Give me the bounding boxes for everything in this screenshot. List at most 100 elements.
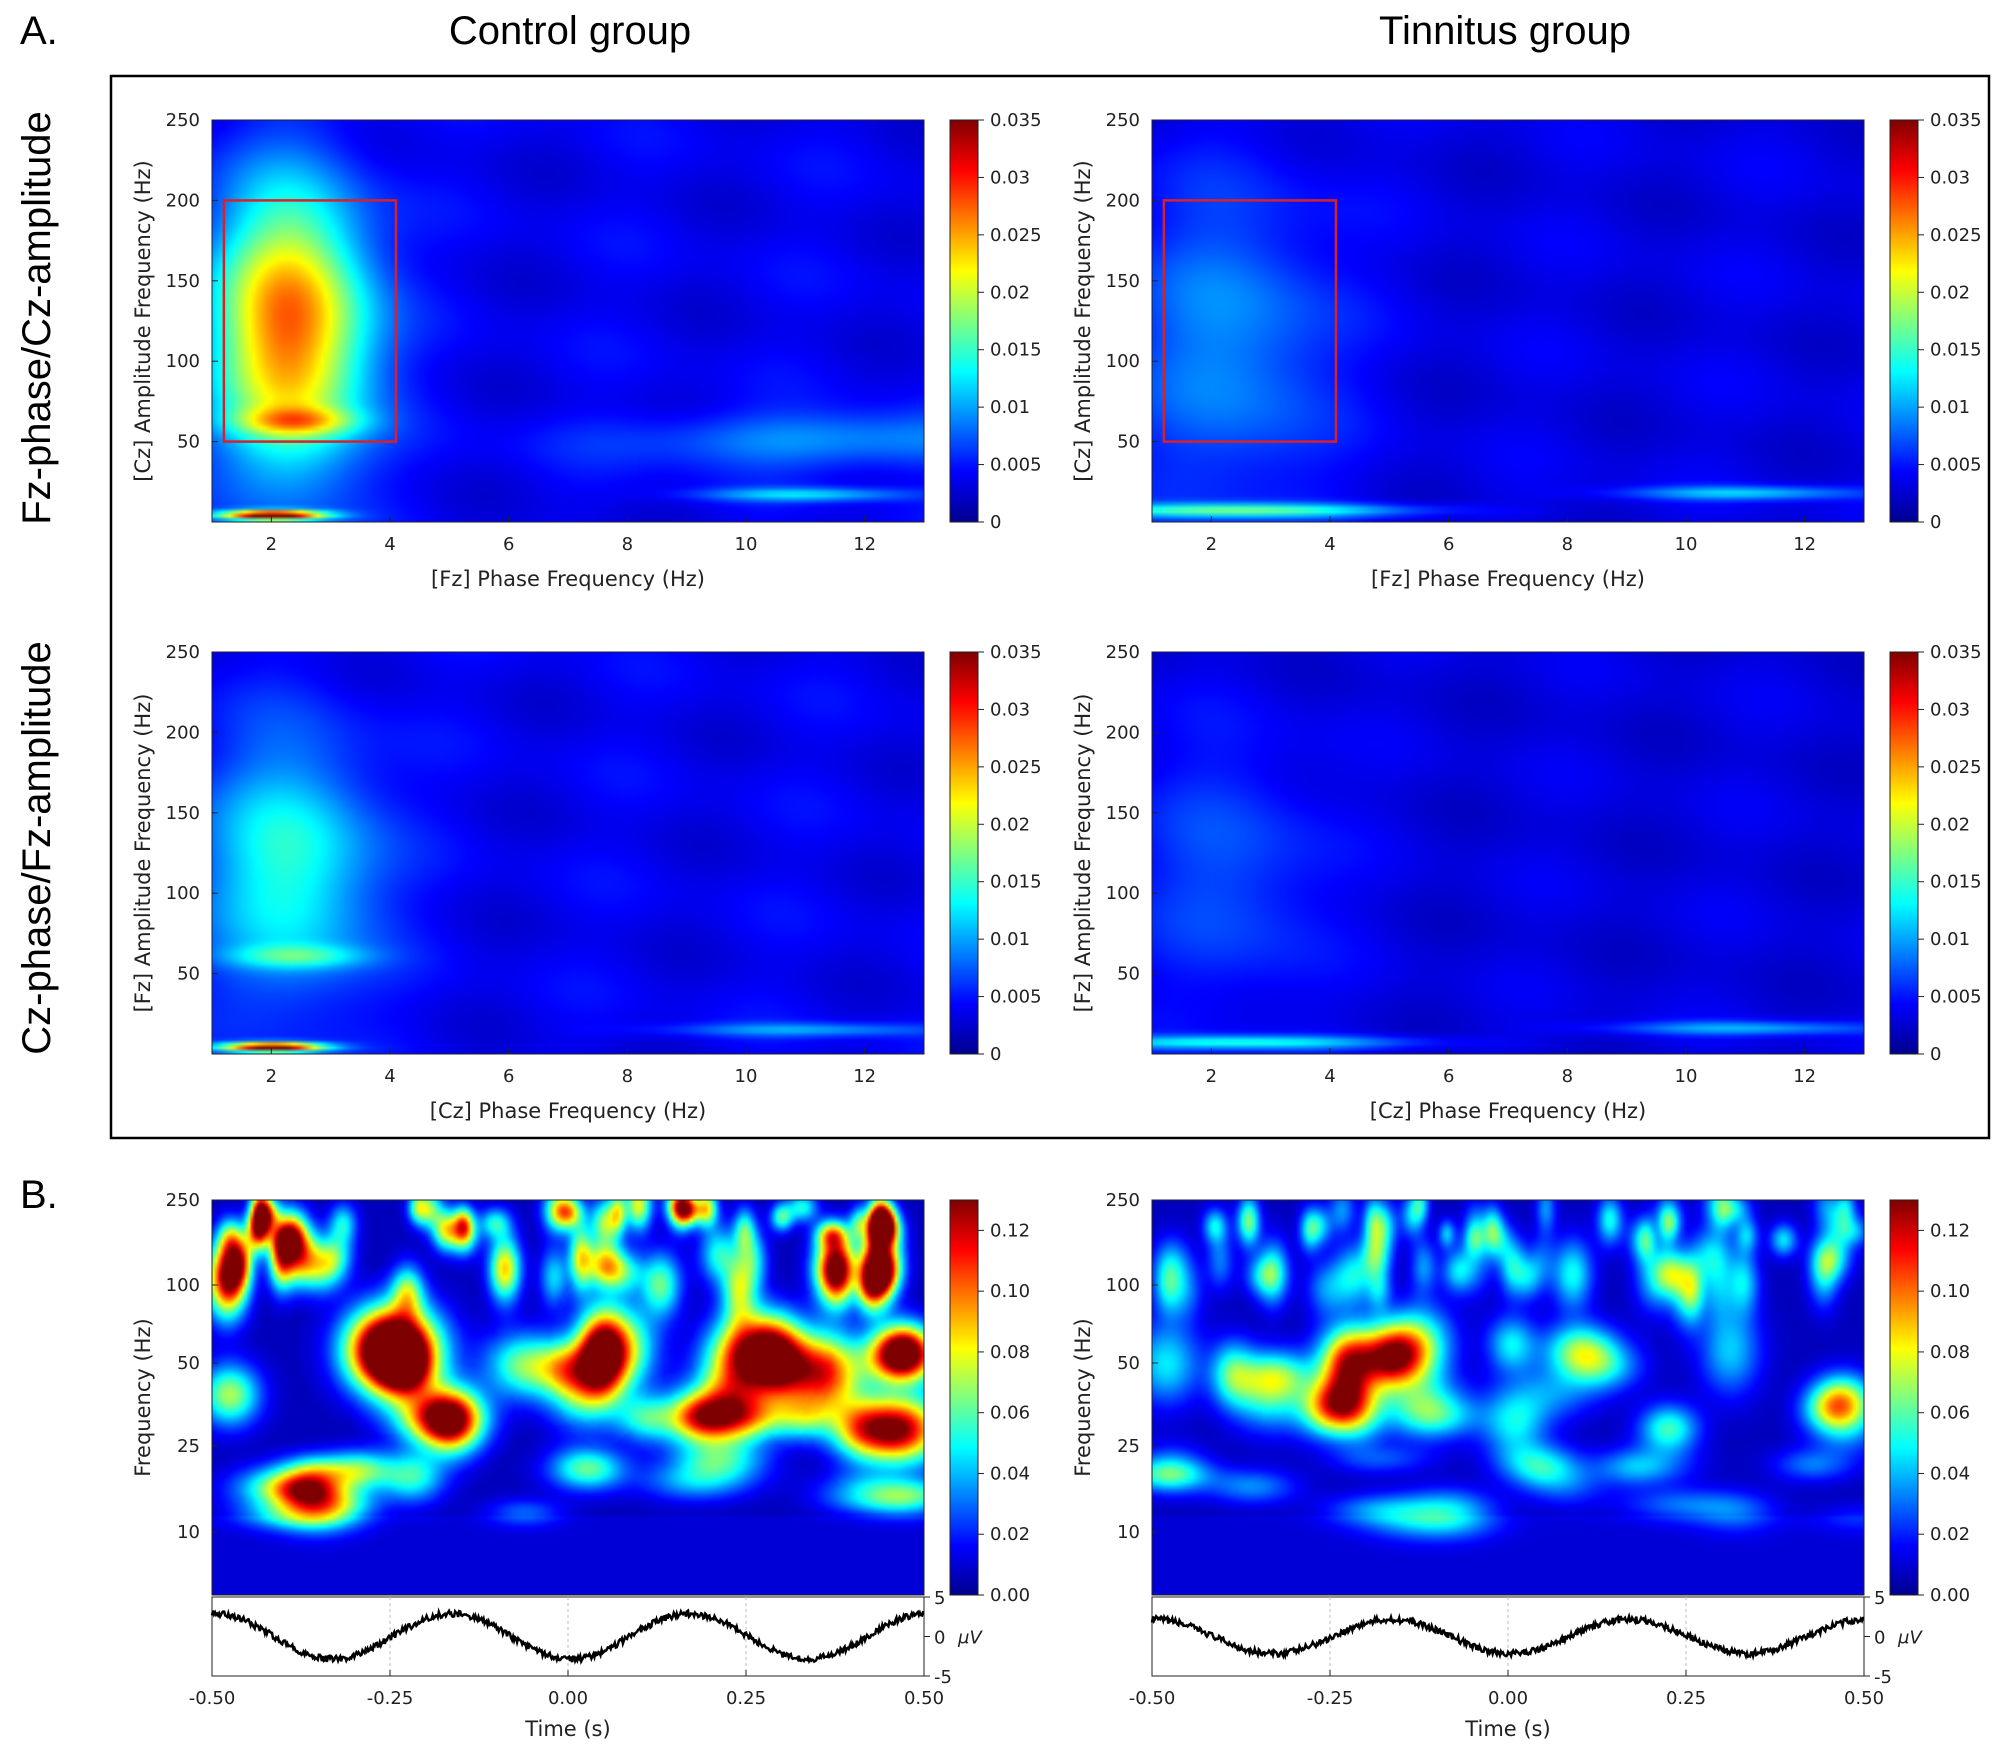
y-tick-label: 250 bbox=[1106, 642, 1140, 663]
colorbar-tick-label: 0.005 bbox=[1930, 987, 1982, 1008]
colorbar-tick-label: 0.025 bbox=[990, 225, 1042, 246]
y-tick-label: 100 bbox=[1106, 351, 1140, 372]
x-tick-label: 4 bbox=[384, 1066, 395, 1087]
colorbar-tick-label: 0.12 bbox=[990, 1220, 1030, 1241]
trace-y-tick-label: -5 bbox=[1874, 1667, 1892, 1688]
y-tick-label: 100 bbox=[1106, 883, 1140, 904]
y-axis-label: [Fz] Amplitude Frequency (Hz) bbox=[1071, 694, 1095, 1013]
x-tick-label: 2 bbox=[1206, 1066, 1217, 1087]
colorbar-tick-label: 0.10 bbox=[990, 1281, 1030, 1302]
x-axis-label: [Cz] Phase Frequency (Hz) bbox=[430, 1099, 707, 1123]
colorbar-tick-label: 0.025 bbox=[990, 757, 1042, 778]
heatmap-image bbox=[1152, 120, 1864, 522]
x-tick-label: 12 bbox=[853, 1066, 876, 1087]
colorbar-pac-tinnitus-cz-fz: 0 0.005 0.01 0.015 0.02 0.025 0.03 0.035 bbox=[1889, 642, 1982, 1065]
trace-y-tick-label: 0 bbox=[934, 1628, 945, 1649]
y-axis-label: [Fz] Amplitude Frequency (Hz) bbox=[131, 694, 155, 1013]
y-tick-label: 200 bbox=[1106, 722, 1140, 743]
colorbar-tick-label: 0.10 bbox=[1930, 1281, 1970, 1302]
eeg-trace-line bbox=[210, 1607, 925, 1665]
colorbar-tick-label: 0.035 bbox=[1930, 110, 1982, 131]
colorbar-tick-label: 0.08 bbox=[990, 1342, 1030, 1363]
x-tick-label: -0.50 bbox=[189, 1688, 236, 1709]
x-tick-label: 4 bbox=[1324, 534, 1335, 555]
y-tick-label: 100 bbox=[166, 351, 200, 372]
colorbar-tick-label: 0.005 bbox=[990, 987, 1042, 1008]
trace-unit-label: μV bbox=[1897, 1628, 1923, 1649]
y-tick-label: 250 bbox=[1106, 110, 1140, 131]
y-axis-label: [Cz] Amplitude Frequency (Hz) bbox=[1071, 160, 1095, 481]
trace-unit-label: μV bbox=[957, 1628, 983, 1649]
y-tick-label: 200 bbox=[166, 722, 200, 743]
y-tick-label: 50 bbox=[1117, 432, 1140, 453]
chart-tf-control: 10 25 50 100 250 Frequency (Hz) bbox=[131, 1190, 925, 1596]
chart-pac-tinnitus-fz-cz: 2 4 6 8 10 12 50 100 150 200 250 [Fz] Phase Frequen… bbox=[1071, 110, 1865, 591]
trace-y-tick-label: 5 bbox=[934, 1588, 945, 1609]
y-tick-label: 250 bbox=[166, 642, 200, 663]
panel-a-frame bbox=[109, 74, 1991, 1140]
row-title-cz-fz: Cz-phase/Fz-amplitude bbox=[15, 641, 59, 1055]
colorbar-pac-tinnitus-fz-cz: 0 0.005 0.01 0.015 0.02 0.025 0.03 0.035 bbox=[1889, 110, 1982, 533]
colorbar-tick-label: 0.03 bbox=[1930, 699, 1970, 720]
x-tick-label: 2 bbox=[266, 534, 277, 555]
plot-border bbox=[211, 1199, 925, 1596]
heatmap-image bbox=[1152, 652, 1864, 1054]
y-tick-label: 100 bbox=[166, 1275, 200, 1296]
y-tick-label: 200 bbox=[166, 190, 200, 211]
x-tick-label: 8 bbox=[1562, 534, 1573, 555]
x-tick-label: 0.00 bbox=[548, 1688, 588, 1709]
colorbar-tick-label: 0.02 bbox=[990, 282, 1030, 303]
x-tick-label: 0.25 bbox=[726, 1688, 766, 1709]
colorbar-tick-label: 0.04 bbox=[1930, 1463, 1970, 1484]
y-tick-label: 150 bbox=[166, 271, 200, 292]
eeg-trace-line bbox=[1150, 1611, 1865, 1662]
colorbar-tick-label: 0.01 bbox=[990, 929, 1030, 950]
x-tick-label: 8 bbox=[1562, 1066, 1573, 1087]
colorbar-tick-label: 0.03 bbox=[990, 167, 1030, 188]
x-tick-label: -0.25 bbox=[367, 1688, 414, 1709]
x-tick-label: 2 bbox=[266, 1066, 277, 1087]
chart-pac-control-fz-cz: 2 4 6 8 10 12 50 100 150 200 250 [Fz] Phase Frequen… bbox=[131, 110, 925, 591]
x-axis-label: Time (s) bbox=[1464, 1717, 1550, 1741]
y-tick-label: 100 bbox=[1106, 1275, 1140, 1296]
colorbar-tick-label: 0.06 bbox=[1930, 1403, 1970, 1424]
x-axis-label: Time (s) bbox=[524, 1717, 610, 1741]
x-tick-label: 0.00 bbox=[1488, 1688, 1528, 1709]
x-tick-label: 4 bbox=[1324, 1066, 1335, 1087]
colorbar-tick-label: 0 bbox=[990, 1044, 1001, 1065]
y-tick-label: 10 bbox=[177, 1522, 200, 1543]
tf-heatmap-image bbox=[1152, 1200, 1864, 1595]
colorbar-tick-label: 0.005 bbox=[990, 455, 1042, 476]
column-title-control: Control group bbox=[449, 9, 691, 53]
colorbar-tick-label: 0.02 bbox=[990, 1524, 1030, 1545]
colorbar-scale bbox=[1889, 1199, 1919, 1596]
colorbar-tick-label: 0.035 bbox=[990, 110, 1042, 131]
colorbar-tick-label: 0.08 bbox=[1930, 1342, 1970, 1363]
x-tick-label: 0.50 bbox=[1844, 1688, 1884, 1709]
x-axis-label: [Fz] Phase Frequency (Hz) bbox=[431, 567, 705, 591]
colorbar-scale bbox=[1889, 119, 1919, 523]
y-tick-label: 50 bbox=[177, 1353, 200, 1374]
x-tick-label: 10 bbox=[735, 534, 758, 555]
x-tick-label: -0.25 bbox=[1307, 1688, 1354, 1709]
colorbar-tick-label: 0.035 bbox=[990, 642, 1042, 663]
x-tick-label: 0.25 bbox=[1666, 1688, 1706, 1709]
y-tick-label: 200 bbox=[1106, 190, 1140, 211]
colorbar-tick-label: 0.00 bbox=[1930, 1585, 1970, 1606]
x-tick-label: 6 bbox=[1443, 1066, 1454, 1087]
colorbar-scale bbox=[949, 119, 979, 523]
chart-tf-tinnitus: 10 25 50 100 250 Frequency (Hz) bbox=[1071, 1190, 1865, 1596]
heatmap-image bbox=[212, 120, 924, 522]
column-title-tinnitus: Tinnitus group bbox=[1379, 9, 1631, 53]
trace-tf-control: 5 0 -5μV -0.50 -0.25 0.00 0.25 0.50 Time (s) bbox=[189, 1588, 984, 1741]
colorbar-tick-label: 0.01 bbox=[1930, 397, 1970, 418]
x-tick-label: 6 bbox=[503, 1066, 514, 1087]
colorbar-scale bbox=[949, 651, 979, 1055]
x-tick-label: 10 bbox=[1675, 534, 1698, 555]
colorbar-tick-label: 0.02 bbox=[1930, 814, 1970, 835]
colorbar-tick-label: 0.015 bbox=[1930, 340, 1982, 361]
y-tick-label: 50 bbox=[177, 432, 200, 453]
trace-y-tick-label: 0 bbox=[1874, 1628, 1885, 1649]
trace-tf-tinnitus: 5 0 -5μV -0.50 -0.25 0.00 0.25 0.50 Time (s) bbox=[1129, 1588, 1924, 1741]
